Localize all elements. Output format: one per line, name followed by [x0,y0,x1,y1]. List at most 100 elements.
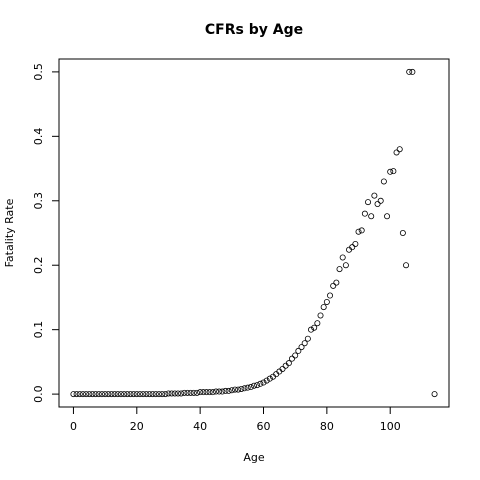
point [187,389,194,396]
point [380,178,387,185]
x-tick-label: 0 [70,420,77,433]
point [143,391,150,398]
point [327,292,334,299]
point [406,68,413,75]
point [168,390,175,397]
point [105,391,112,398]
point [102,391,109,398]
point [216,388,223,395]
point [79,391,86,398]
point [108,391,115,398]
point [361,210,368,217]
point [308,326,315,333]
point [333,279,340,286]
point [209,389,216,396]
point [349,244,356,251]
point [190,389,197,396]
point [121,391,128,398]
point [241,385,248,392]
point [238,385,245,392]
point [146,391,153,398]
point [152,391,159,398]
point [339,254,346,261]
point [171,390,178,397]
point [184,389,191,396]
point [228,387,235,394]
point [298,344,305,351]
point [133,391,140,398]
point [111,391,118,398]
point [295,347,302,354]
y-tick-label: 0.0 [32,385,45,403]
point [292,352,299,359]
point [279,365,286,372]
point [355,228,362,235]
point [304,335,311,342]
point [73,391,80,398]
point [114,391,121,398]
point [225,387,232,394]
point [124,391,131,398]
point [263,377,270,384]
point [336,266,343,273]
point [257,380,264,387]
point [352,240,359,247]
point [203,389,210,396]
x-axis-label: Age [243,451,265,464]
point [365,199,372,206]
point [130,391,137,398]
y-axis-label: Fatality Rate [3,198,16,267]
point [387,168,394,175]
point [260,379,267,386]
point [231,386,238,393]
point [222,387,229,394]
point [289,355,296,362]
point [377,197,384,204]
point [311,324,318,331]
point [247,384,254,391]
point [165,390,172,397]
point [323,298,330,305]
y-tick-label: 0.4 [32,128,45,146]
point [399,229,406,236]
point [155,391,162,398]
point [95,391,102,398]
point [212,388,219,395]
point [266,375,273,382]
point [358,227,365,234]
point [159,391,166,398]
point [254,382,261,389]
point [235,386,242,393]
point [136,391,143,398]
point [219,388,226,395]
point [285,360,292,367]
point [301,340,308,347]
point [403,262,410,269]
point [149,391,156,398]
point [384,213,391,220]
point [409,68,416,75]
y-tick-label: 0.1 [32,321,45,339]
point [127,391,134,398]
y-tick-label: 0.5 [32,63,45,81]
point [314,320,321,327]
point [206,389,213,396]
point [76,391,83,398]
point [92,391,99,398]
y-tick-label: 0.3 [32,192,45,210]
point [431,391,438,398]
x-tick-label: 40 [193,420,207,433]
point [178,390,185,397]
point [200,389,207,396]
plot-box [58,58,450,408]
y-tick-label: 0.2 [32,256,45,274]
x-tick-label: 80 [320,420,334,433]
point [83,391,90,398]
point [368,213,375,220]
x-tick-label: 20 [130,420,144,433]
point [181,389,188,396]
point [371,192,378,199]
point [320,304,327,311]
